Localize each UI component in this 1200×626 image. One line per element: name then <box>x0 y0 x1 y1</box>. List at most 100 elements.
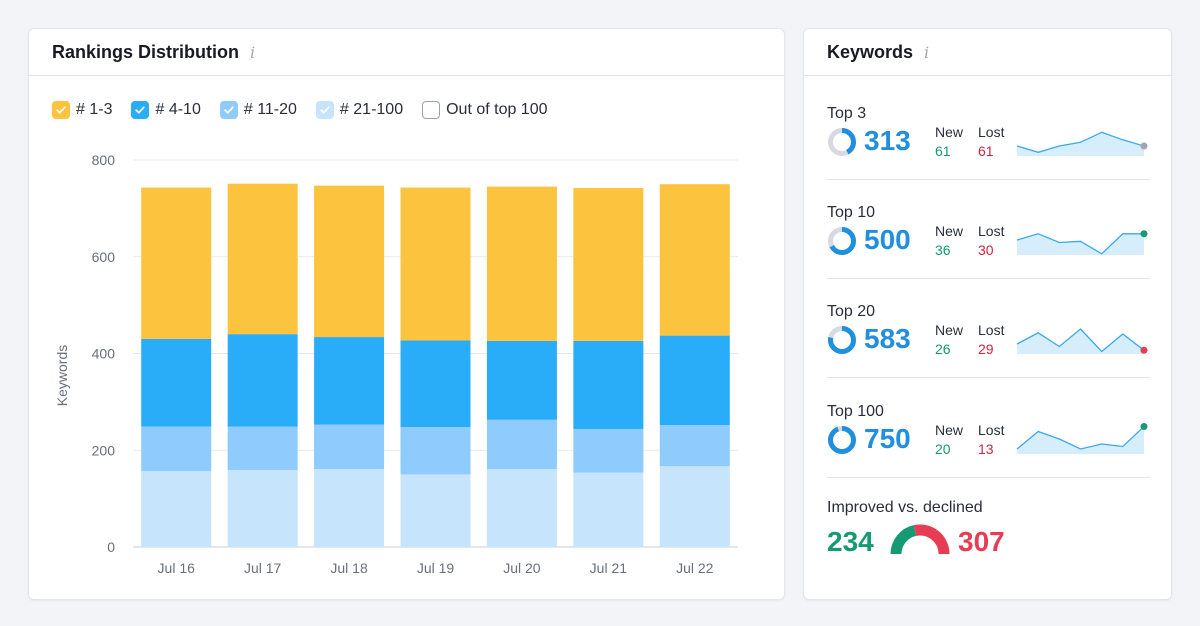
y-axis-label: Keywords <box>54 345 70 406</box>
new-count[interactable]: 26 <box>935 341 951 357</box>
info-icon[interactable]: i <box>250 42 256 62</box>
keyword-group-row: Top 3 313 New Lost 61 61 <box>827 81 1150 180</box>
keyword-group-value[interactable]: 750 <box>864 423 911 454</box>
keyword-group-row: Top 20 583 New Lost 26 29 <box>827 279 1150 378</box>
sparkline-line <box>1016 131 1145 153</box>
legend-item[interactable]: # 1-3 <box>52 101 112 119</box>
sparkline-line <box>1016 328 1145 353</box>
bar-segment[interactable] <box>141 187 212 339</box>
sparkline-end-dot <box>1140 142 1148 150</box>
lost-label: Lost <box>978 322 1005 338</box>
ring-fill <box>828 426 856 454</box>
bar-segment[interactable] <box>486 469 557 547</box>
bar-segment[interactable] <box>486 340 557 420</box>
checkbox-checked-icon[interactable] <box>315 101 334 119</box>
lost-count[interactable]: 30 <box>978 242 994 258</box>
y-tick-label: 600 <box>92 249 116 265</box>
bar-segment[interactable] <box>400 427 471 475</box>
bar-segment[interactable] <box>314 469 385 547</box>
bar-segment[interactable] <box>227 470 298 547</box>
keyword-group-label: Top 3 <box>827 105 867 122</box>
x-tick-label: Jul 21 <box>590 560 628 576</box>
bar-segment[interactable] <box>141 471 212 547</box>
x-tick-label: Jul 19 <box>417 560 455 576</box>
bar-segment[interactable] <box>573 340 644 429</box>
trend-sparkline <box>1016 230 1148 255</box>
rankings-header: Rankings Distribution i <box>29 29 784 76</box>
bar-segment[interactable] <box>400 187 471 341</box>
bar-segment[interactable] <box>141 426 212 472</box>
bar-segment[interactable] <box>227 334 298 427</box>
bar-segment[interactable] <box>227 426 298 471</box>
sparkline-end-dot <box>1140 423 1148 430</box>
x-tick-label: Jul 16 <box>158 560 196 576</box>
new-count[interactable]: 20 <box>935 441 951 457</box>
lost-label: Lost <box>978 422 1005 438</box>
trend-sparkline <box>1016 423 1148 454</box>
checkbox-checked-icon[interactable] <box>131 101 150 119</box>
sparkline-area <box>1017 132 1144 156</box>
x-tick-label: Jul 18 <box>330 560 368 576</box>
lost-count[interactable]: 29 <box>978 341 994 357</box>
ring-fill <box>828 227 856 255</box>
keywords-card: Keywords i Top 3 313 New Lost 61 61 Top 10 500 N… <box>803 28 1172 600</box>
keyword-group-value[interactable]: 313 <box>864 125 911 156</box>
new-count[interactable]: 36 <box>935 242 951 258</box>
lost-count[interactable]: 13 <box>978 441 994 457</box>
bar-segment[interactable] <box>141 338 212 427</box>
keywords-header: Keywords i <box>804 29 1171 76</box>
bar-segment[interactable] <box>573 188 644 341</box>
ring-fill <box>828 128 856 156</box>
y-tick-label: 800 <box>92 152 116 168</box>
sparkline-end-dot <box>1140 230 1148 238</box>
bar-segment[interactable] <box>314 185 385 338</box>
keyword-group-row: Top 10 500 New Lost 36 30 <box>827 180 1150 279</box>
bar-segment[interactable] <box>573 472 644 547</box>
keyword-group-value[interactable]: 583 <box>864 323 911 354</box>
sparkline-area <box>1017 329 1144 354</box>
legend-label: Out of top 100 <box>446 101 548 118</box>
x-tick-label: Jul 22 <box>676 560 714 576</box>
improved-declined-gauge <box>890 524 950 555</box>
bar-segment[interactable] <box>573 428 644 473</box>
checkbox-checked-icon[interactable] <box>219 101 238 119</box>
bar-segment[interactable] <box>659 335 730 426</box>
checkbox-checked-icon[interactable] <box>52 101 70 119</box>
improved-count[interactable]: 234 <box>827 526 874 557</box>
bar-segment[interactable] <box>314 337 385 425</box>
new-label: New <box>935 223 964 239</box>
legend-item[interactable]: # 21-100 <box>315 101 404 119</box>
legend-item[interactable]: # 11-20 <box>219 101 297 119</box>
bar-segment[interactable] <box>314 424 385 470</box>
bar-segment[interactable] <box>659 466 730 547</box>
checkbox-unchecked-icon[interactable] <box>422 101 441 119</box>
rankings-title: Rankings Distribution <box>52 41 240 62</box>
new-label: New <box>935 322 964 338</box>
keyword-group-label: Top 20 <box>827 303 876 320</box>
keyword-group-row: Top 100 750 New Lost 20 13 <box>827 379 1150 478</box>
x-tick-label: Jul 20 <box>503 560 541 576</box>
bar-segment[interactable] <box>400 340 471 428</box>
bar-segment[interactable] <box>486 419 557 470</box>
legend-label: # 4-10 <box>155 101 201 118</box>
info-icon[interactable]: i <box>924 42 930 62</box>
legend-label: # 1-3 <box>76 101 113 118</box>
legend-item[interactable]: Out of top 100 <box>422 101 548 119</box>
bar-segment[interactable] <box>400 474 471 547</box>
sparkline-area <box>1017 426 1144 454</box>
x-tick-label: Jul 17 <box>244 560 282 576</box>
keywords-title: Keywords <box>827 41 914 62</box>
lost-count[interactable]: 61 <box>978 143 994 159</box>
declined-count[interactable]: 307 <box>958 526 1005 557</box>
legend-label: # 21-100 <box>339 101 404 118</box>
bar-segment[interactable] <box>227 183 298 335</box>
new-count[interactable]: 61 <box>935 143 951 159</box>
trend-sparkline <box>1016 328 1148 354</box>
bar-segment[interactable] <box>659 184 730 336</box>
ring-fill <box>828 326 856 354</box>
bar-segment[interactable] <box>659 425 730 467</box>
ring-progress-icon <box>828 227 856 255</box>
bar-segment[interactable] <box>486 186 557 341</box>
legend-item[interactable]: # 4-10 <box>131 101 201 119</box>
keyword-group-value[interactable]: 500 <box>864 224 911 255</box>
